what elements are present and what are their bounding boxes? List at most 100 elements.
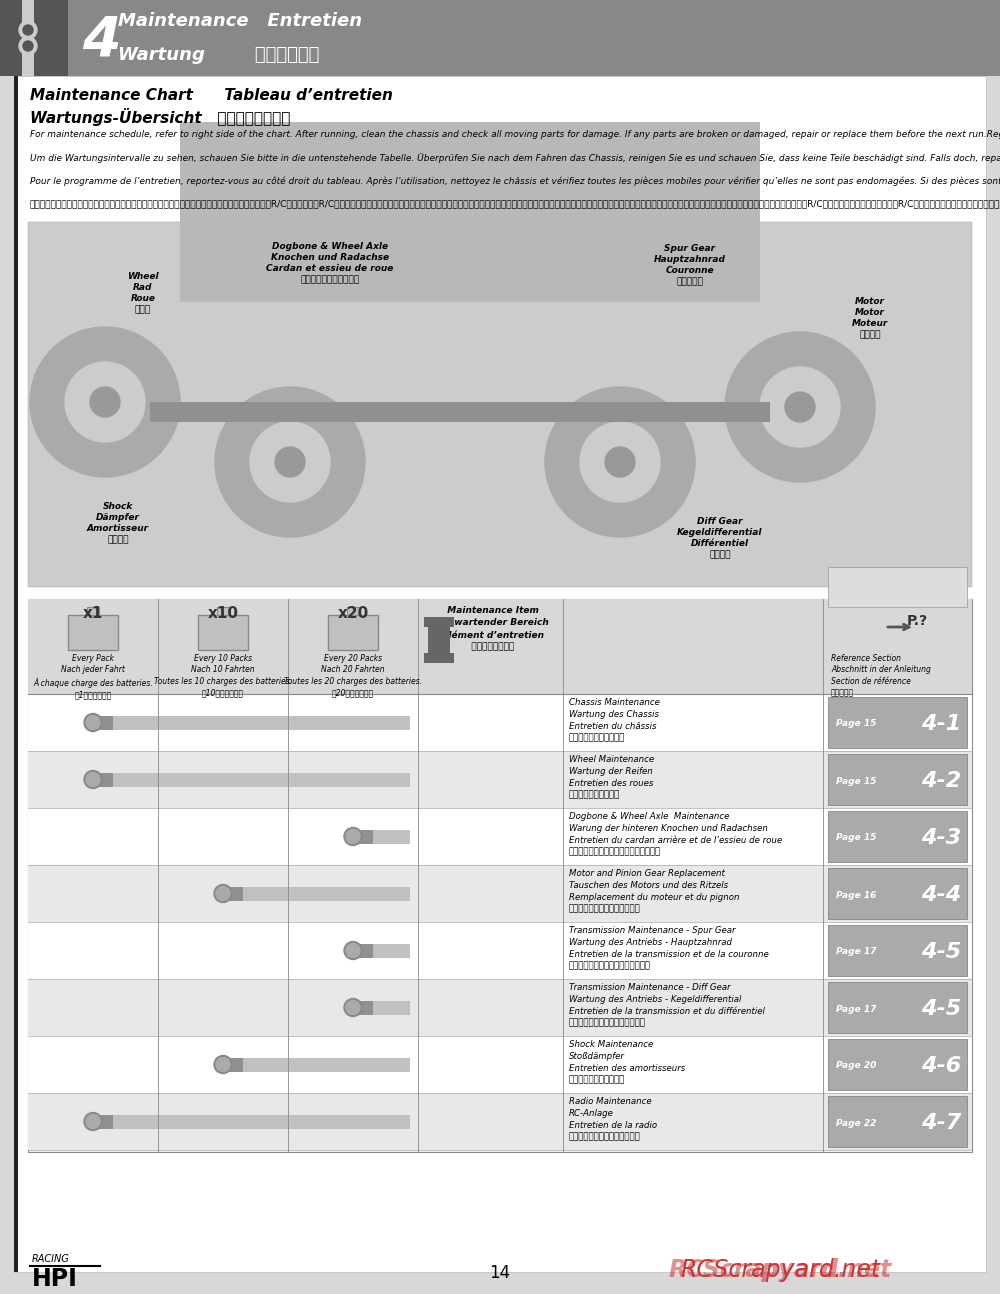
Circle shape xyxy=(580,422,660,502)
Text: 4-7: 4-7 xyxy=(921,1113,961,1134)
Circle shape xyxy=(19,38,37,56)
Text: Wheel
Rad
Roue
タイヤ: Wheel Rad Roue タイヤ xyxy=(127,272,159,314)
Text: x10: x10 xyxy=(208,606,239,621)
Text: Pour le programme de l’entretien, reportez-vous au côté droit du tableau. Après : Pour le programme de l’entretien, report… xyxy=(30,176,1000,185)
Circle shape xyxy=(346,829,360,844)
Circle shape xyxy=(725,333,875,481)
Circle shape xyxy=(86,1114,100,1128)
Bar xyxy=(828,982,967,1033)
Bar xyxy=(93,773,410,787)
Text: Radio Maintenance
RC-Anlage
Entretien de la radio
プロポシステムのメンテナンス: Radio Maintenance RC-Anlage Entretien de… xyxy=(569,1097,657,1141)
Bar xyxy=(28,923,972,980)
Circle shape xyxy=(84,713,102,731)
Text: Transmission Maintenance - Spur Gear
Wartung des Antriebs - Hauptzahnrad
Entreti: Transmission Maintenance - Spur Gear War… xyxy=(569,927,769,970)
Bar xyxy=(828,567,967,607)
Bar xyxy=(223,1057,410,1071)
Circle shape xyxy=(30,327,180,477)
Bar xyxy=(68,615,118,650)
Circle shape xyxy=(19,21,37,39)
Text: メンテナンス時期は参考走行回数です。走行条件によりメンテナンス時期は異なることがあります。R/Cカー走行後はR/Cカーを掃除しながら各部パーツの目視と動作確認を: メンテナンス時期は参考走行回数です。走行条件によりメンテナンス時期は異なることが… xyxy=(30,199,1000,208)
Text: 4: 4 xyxy=(82,14,121,69)
Text: Shock
Dämpfer
Amortisseur
ショック: Shock Dämpfer Amortisseur ショック xyxy=(87,502,149,545)
Circle shape xyxy=(344,999,362,1017)
Bar xyxy=(28,980,972,1036)
Bar xyxy=(828,925,967,976)
Text: Dogbone & Wheel Axle
Knochen und Radachse
Cardan et essieu de roue
ドッグボーン、アクスル: Dogbone & Wheel Axle Knochen und Radachs… xyxy=(266,242,394,285)
Bar xyxy=(828,811,967,862)
Bar xyxy=(150,402,770,422)
Bar xyxy=(828,1096,967,1146)
Bar xyxy=(28,599,972,694)
Bar xyxy=(198,615,248,650)
Text: Motor
Motor
Moteur
モーター: Motor Motor Moteur モーター xyxy=(852,298,888,339)
Bar xyxy=(22,0,34,76)
Text: Page 15: Page 15 xyxy=(836,776,876,785)
Text: 4-5: 4-5 xyxy=(921,999,961,1018)
Bar xyxy=(93,1114,410,1128)
Text: Maintenance Item
  Zu wartender Bereich
  Élément d’entretien
  メンテナンス項目: Maintenance Item Zu wartender Bereich Él… xyxy=(432,607,548,652)
Bar xyxy=(0,0,1000,76)
Bar xyxy=(14,76,18,1272)
Text: Page 20: Page 20 xyxy=(836,1061,876,1070)
Text: HPI: HPI xyxy=(32,1267,78,1291)
Text: Wartungs-Übersicht   メンテナンス項目: Wartungs-Übersicht メンテナンス項目 xyxy=(30,107,290,126)
Circle shape xyxy=(785,392,815,422)
Circle shape xyxy=(84,1113,102,1131)
Text: Page 17: Page 17 xyxy=(836,1004,876,1013)
Circle shape xyxy=(214,1056,232,1074)
Bar xyxy=(28,807,972,864)
Text: Reference Section
Abschnitt in der Anleitung
Section de référence
参照ページ: Reference Section Abschnitt in der Anlei… xyxy=(831,653,931,697)
Bar xyxy=(28,599,972,1152)
Text: Maintenance   Entretien: Maintenance Entretien xyxy=(118,12,362,30)
Text: Every 10 Packs
Nach 10 Fahrten
Toutes les 10 charges des batteries.
毎10パック走行後: Every 10 Packs Nach 10 Fahrten Toutes le… xyxy=(154,653,292,697)
Text: 4-4: 4-4 xyxy=(921,885,961,905)
Text: x20: x20 xyxy=(337,606,369,621)
Circle shape xyxy=(216,886,230,901)
Bar xyxy=(223,886,243,901)
Bar xyxy=(353,943,410,958)
Bar xyxy=(424,653,454,663)
Circle shape xyxy=(214,885,232,902)
Text: Dogbone & Wheel Axle  Maintenance
Warung der hinteren Knochen und Radachsen
Entr: Dogbone & Wheel Axle Maintenance Warung … xyxy=(569,813,782,857)
Text: Wheel Maintenance
Wartung der Reifen
Entretien des roues
タイヤのメンテナンス: Wheel Maintenance Wartung der Reifen Ent… xyxy=(569,754,654,800)
Text: Page 22: Page 22 xyxy=(836,1118,876,1127)
Circle shape xyxy=(275,446,305,477)
Circle shape xyxy=(90,387,120,417)
Bar xyxy=(828,1039,967,1090)
Text: 14: 14 xyxy=(489,1264,511,1282)
Text: Page 17: Page 17 xyxy=(836,947,876,956)
Text: RACING: RACING xyxy=(32,1254,70,1264)
Bar xyxy=(828,754,967,805)
Text: Page 16: Page 16 xyxy=(836,890,876,899)
Circle shape xyxy=(346,943,360,958)
Bar xyxy=(28,751,972,807)
Circle shape xyxy=(23,25,33,35)
Circle shape xyxy=(216,1057,230,1071)
Text: 4-5: 4-5 xyxy=(921,942,961,961)
Text: Page 15: Page 15 xyxy=(836,719,876,729)
Bar xyxy=(328,615,378,650)
Circle shape xyxy=(86,773,100,787)
Text: 4-3: 4-3 xyxy=(921,828,961,848)
Circle shape xyxy=(344,827,362,845)
Text: RCScrapyard.net: RCScrapyard.net xyxy=(680,1258,880,1282)
Bar xyxy=(347,607,359,615)
Bar xyxy=(828,697,967,748)
Circle shape xyxy=(250,422,330,502)
Text: Page 15: Page 15 xyxy=(836,833,876,842)
Bar xyxy=(0,0,68,76)
Circle shape xyxy=(86,716,100,730)
Circle shape xyxy=(605,446,635,477)
Bar xyxy=(428,619,450,663)
Bar xyxy=(93,716,410,730)
Bar xyxy=(28,864,972,923)
Bar xyxy=(353,829,410,844)
Bar xyxy=(87,607,99,615)
Bar xyxy=(353,1000,410,1014)
Bar xyxy=(223,1057,243,1071)
Bar xyxy=(93,1114,113,1128)
Bar xyxy=(93,773,113,787)
Text: Maintenance Chart      Tableau d’entretien: Maintenance Chart Tableau d’entretien xyxy=(30,88,393,104)
Bar xyxy=(28,223,972,587)
Circle shape xyxy=(65,362,145,443)
